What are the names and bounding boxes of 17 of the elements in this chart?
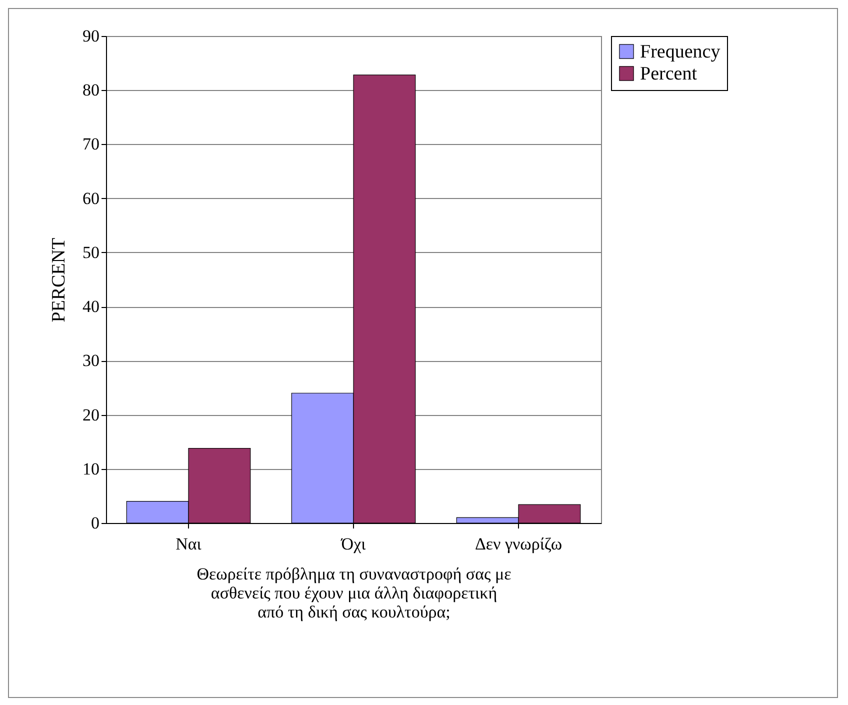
- y-tick-label: 30: [82, 351, 100, 370]
- x-tick-label: Ναι: [176, 534, 202, 554]
- x-tick-label: Δεν γνωρίζω: [474, 534, 562, 554]
- legend-label: Percent: [640, 64, 698, 84]
- y-tick-label: 70: [82, 134, 100, 154]
- x-axis-title: Θεωρείτε πρόβλημα τη συναναστροφή σας με ασθενείς που έχουν μια άλλη διαφορετική από τη δική σας κουλτούρα;: [196, 564, 512, 622]
- y-tick-label: 90: [82, 26, 100, 46]
- x-tick-label: Όχι: [340, 534, 366, 554]
- y-tick-label: 50: [82, 242, 100, 262]
- y-axis-title: PERCENT: [48, 237, 70, 322]
- y-tick-label: 20: [82, 405, 100, 424]
- y-tick-label: 60: [82, 188, 100, 208]
- y-tick-label: 40: [82, 297, 100, 316]
- legend-label: Frequency: [640, 42, 721, 62]
- y-tick-label: 80: [82, 80, 100, 100]
- y-tick-label: 10: [82, 459, 100, 478]
- y-tick-label: 0: [91, 514, 100, 532]
